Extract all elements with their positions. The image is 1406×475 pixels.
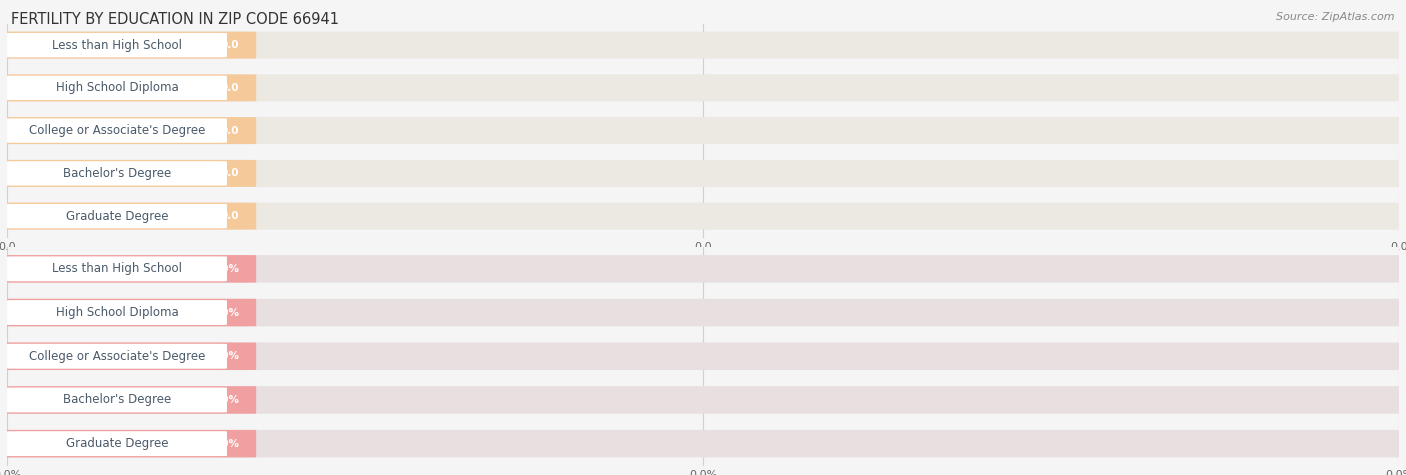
- Text: Graduate Degree: Graduate Degree: [66, 209, 169, 223]
- FancyBboxPatch shape: [3, 203, 256, 229]
- FancyBboxPatch shape: [7, 118, 226, 143]
- FancyBboxPatch shape: [7, 344, 226, 369]
- FancyBboxPatch shape: [7, 76, 226, 100]
- FancyBboxPatch shape: [3, 430, 1403, 457]
- FancyBboxPatch shape: [3, 160, 256, 187]
- FancyBboxPatch shape: [7, 161, 226, 186]
- Text: 0.0: 0.0: [221, 125, 239, 136]
- Text: Less than High School: Less than High School: [52, 262, 181, 276]
- FancyBboxPatch shape: [3, 75, 256, 101]
- FancyBboxPatch shape: [3, 32, 1403, 58]
- Text: 0.0: 0.0: [221, 168, 239, 179]
- Text: 0.0: 0.0: [221, 83, 239, 93]
- Text: 0.0%: 0.0%: [211, 438, 239, 449]
- FancyBboxPatch shape: [3, 386, 1403, 414]
- FancyBboxPatch shape: [3, 386, 256, 414]
- Text: 0.0%: 0.0%: [211, 307, 239, 318]
- FancyBboxPatch shape: [3, 255, 1403, 283]
- Text: 0.0: 0.0: [221, 40, 239, 50]
- Text: College or Associate's Degree: College or Associate's Degree: [28, 124, 205, 137]
- FancyBboxPatch shape: [3, 255, 256, 283]
- FancyBboxPatch shape: [3, 430, 256, 457]
- FancyBboxPatch shape: [7, 33, 226, 57]
- FancyBboxPatch shape: [3, 32, 256, 58]
- Text: College or Associate's Degree: College or Associate's Degree: [28, 350, 205, 363]
- FancyBboxPatch shape: [7, 388, 226, 412]
- FancyBboxPatch shape: [3, 75, 1403, 101]
- Text: 0.0%: 0.0%: [211, 264, 239, 274]
- Text: Bachelor's Degree: Bachelor's Degree: [63, 167, 172, 180]
- FancyBboxPatch shape: [3, 342, 1403, 370]
- Text: FERTILITY BY EDUCATION IN ZIP CODE 66941: FERTILITY BY EDUCATION IN ZIP CODE 66941: [11, 12, 339, 27]
- Text: 0.0%: 0.0%: [211, 351, 239, 361]
- FancyBboxPatch shape: [3, 203, 1403, 229]
- FancyBboxPatch shape: [3, 299, 1403, 326]
- Text: Bachelor's Degree: Bachelor's Degree: [63, 393, 172, 407]
- Text: 0.0%: 0.0%: [211, 395, 239, 405]
- FancyBboxPatch shape: [3, 299, 256, 326]
- FancyBboxPatch shape: [7, 431, 226, 456]
- Text: 0.0: 0.0: [221, 211, 239, 221]
- FancyBboxPatch shape: [3, 117, 256, 144]
- FancyBboxPatch shape: [3, 160, 1403, 187]
- FancyBboxPatch shape: [7, 256, 226, 281]
- Text: High School Diploma: High School Diploma: [56, 81, 179, 95]
- FancyBboxPatch shape: [3, 342, 256, 370]
- FancyBboxPatch shape: [7, 204, 226, 228]
- Text: Graduate Degree: Graduate Degree: [66, 437, 169, 450]
- Text: High School Diploma: High School Diploma: [56, 306, 179, 319]
- Text: Source: ZipAtlas.com: Source: ZipAtlas.com: [1277, 12, 1395, 22]
- FancyBboxPatch shape: [7, 300, 226, 325]
- Text: Less than High School: Less than High School: [52, 38, 181, 52]
- FancyBboxPatch shape: [3, 117, 1403, 144]
